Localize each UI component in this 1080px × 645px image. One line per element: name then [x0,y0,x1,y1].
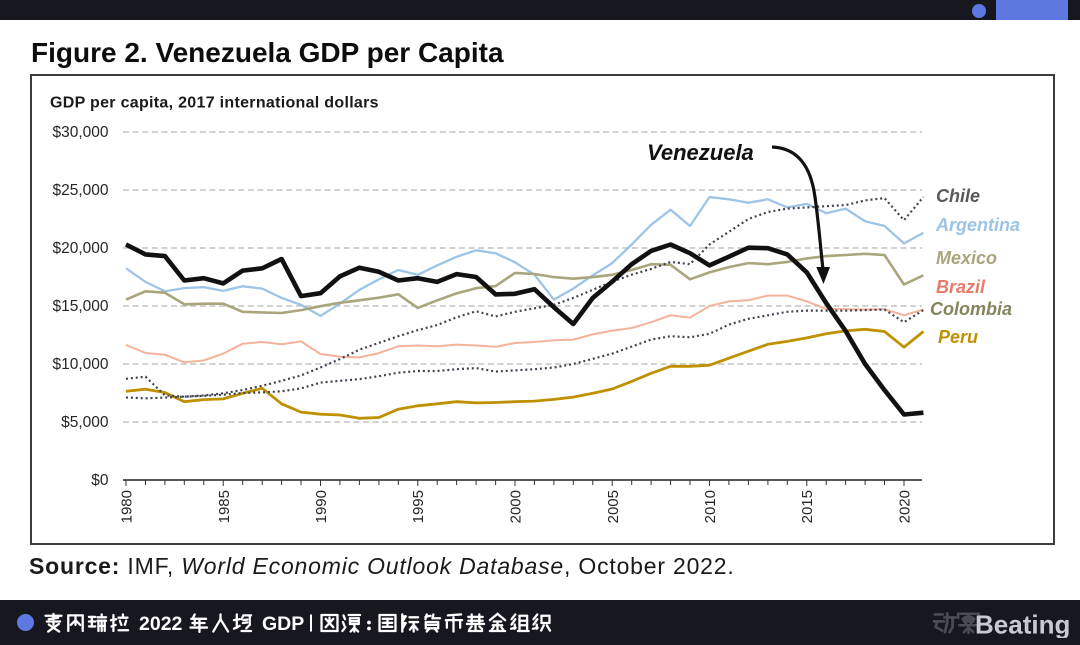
svg-text:1985: 1985 [216,490,233,523]
svg-text:$15,000: $15,000 [52,298,108,315]
svg-text:Colombia: Colombia [930,299,1012,319]
svg-text:Mexico: Mexico [936,248,997,268]
svg-text:2000: 2000 [508,490,525,523]
svg-text:2022: 2022 [139,613,183,635]
svg-text:Argentina: Argentina [935,215,1020,235]
svg-text:1995: 1995 [410,490,427,523]
svg-text:Peru: Peru [938,327,978,347]
svg-text:GDP: GDP [262,613,304,635]
svg-text:2015: 2015 [799,490,816,523]
svg-text:Brazil: Brazil [936,277,986,297]
svg-text:$10,000: $10,000 [52,356,108,373]
svg-text:2020: 2020 [897,490,914,523]
svg-text:$25,000: $25,000 [52,182,108,199]
svg-text:2005: 2005 [605,490,622,523]
svg-text:1990: 1990 [313,490,330,523]
svg-text:$5,000: $5,000 [61,414,109,431]
svg-text:Beating: Beating [975,610,1070,639]
svg-text:GDP per capita, 2017 internati: GDP per capita, 2017 international dolla… [50,95,379,112]
svg-text:2010: 2010 [702,490,719,523]
svg-text:Chile: Chile [936,186,980,206]
svg-text:Venezuela: Venezuela [647,140,754,165]
svg-text:$30,000: $30,000 [52,124,108,141]
svg-text:$20,000: $20,000 [52,240,108,257]
svg-text:1980: 1980 [119,490,136,523]
svg-text:$0: $0 [91,472,109,489]
